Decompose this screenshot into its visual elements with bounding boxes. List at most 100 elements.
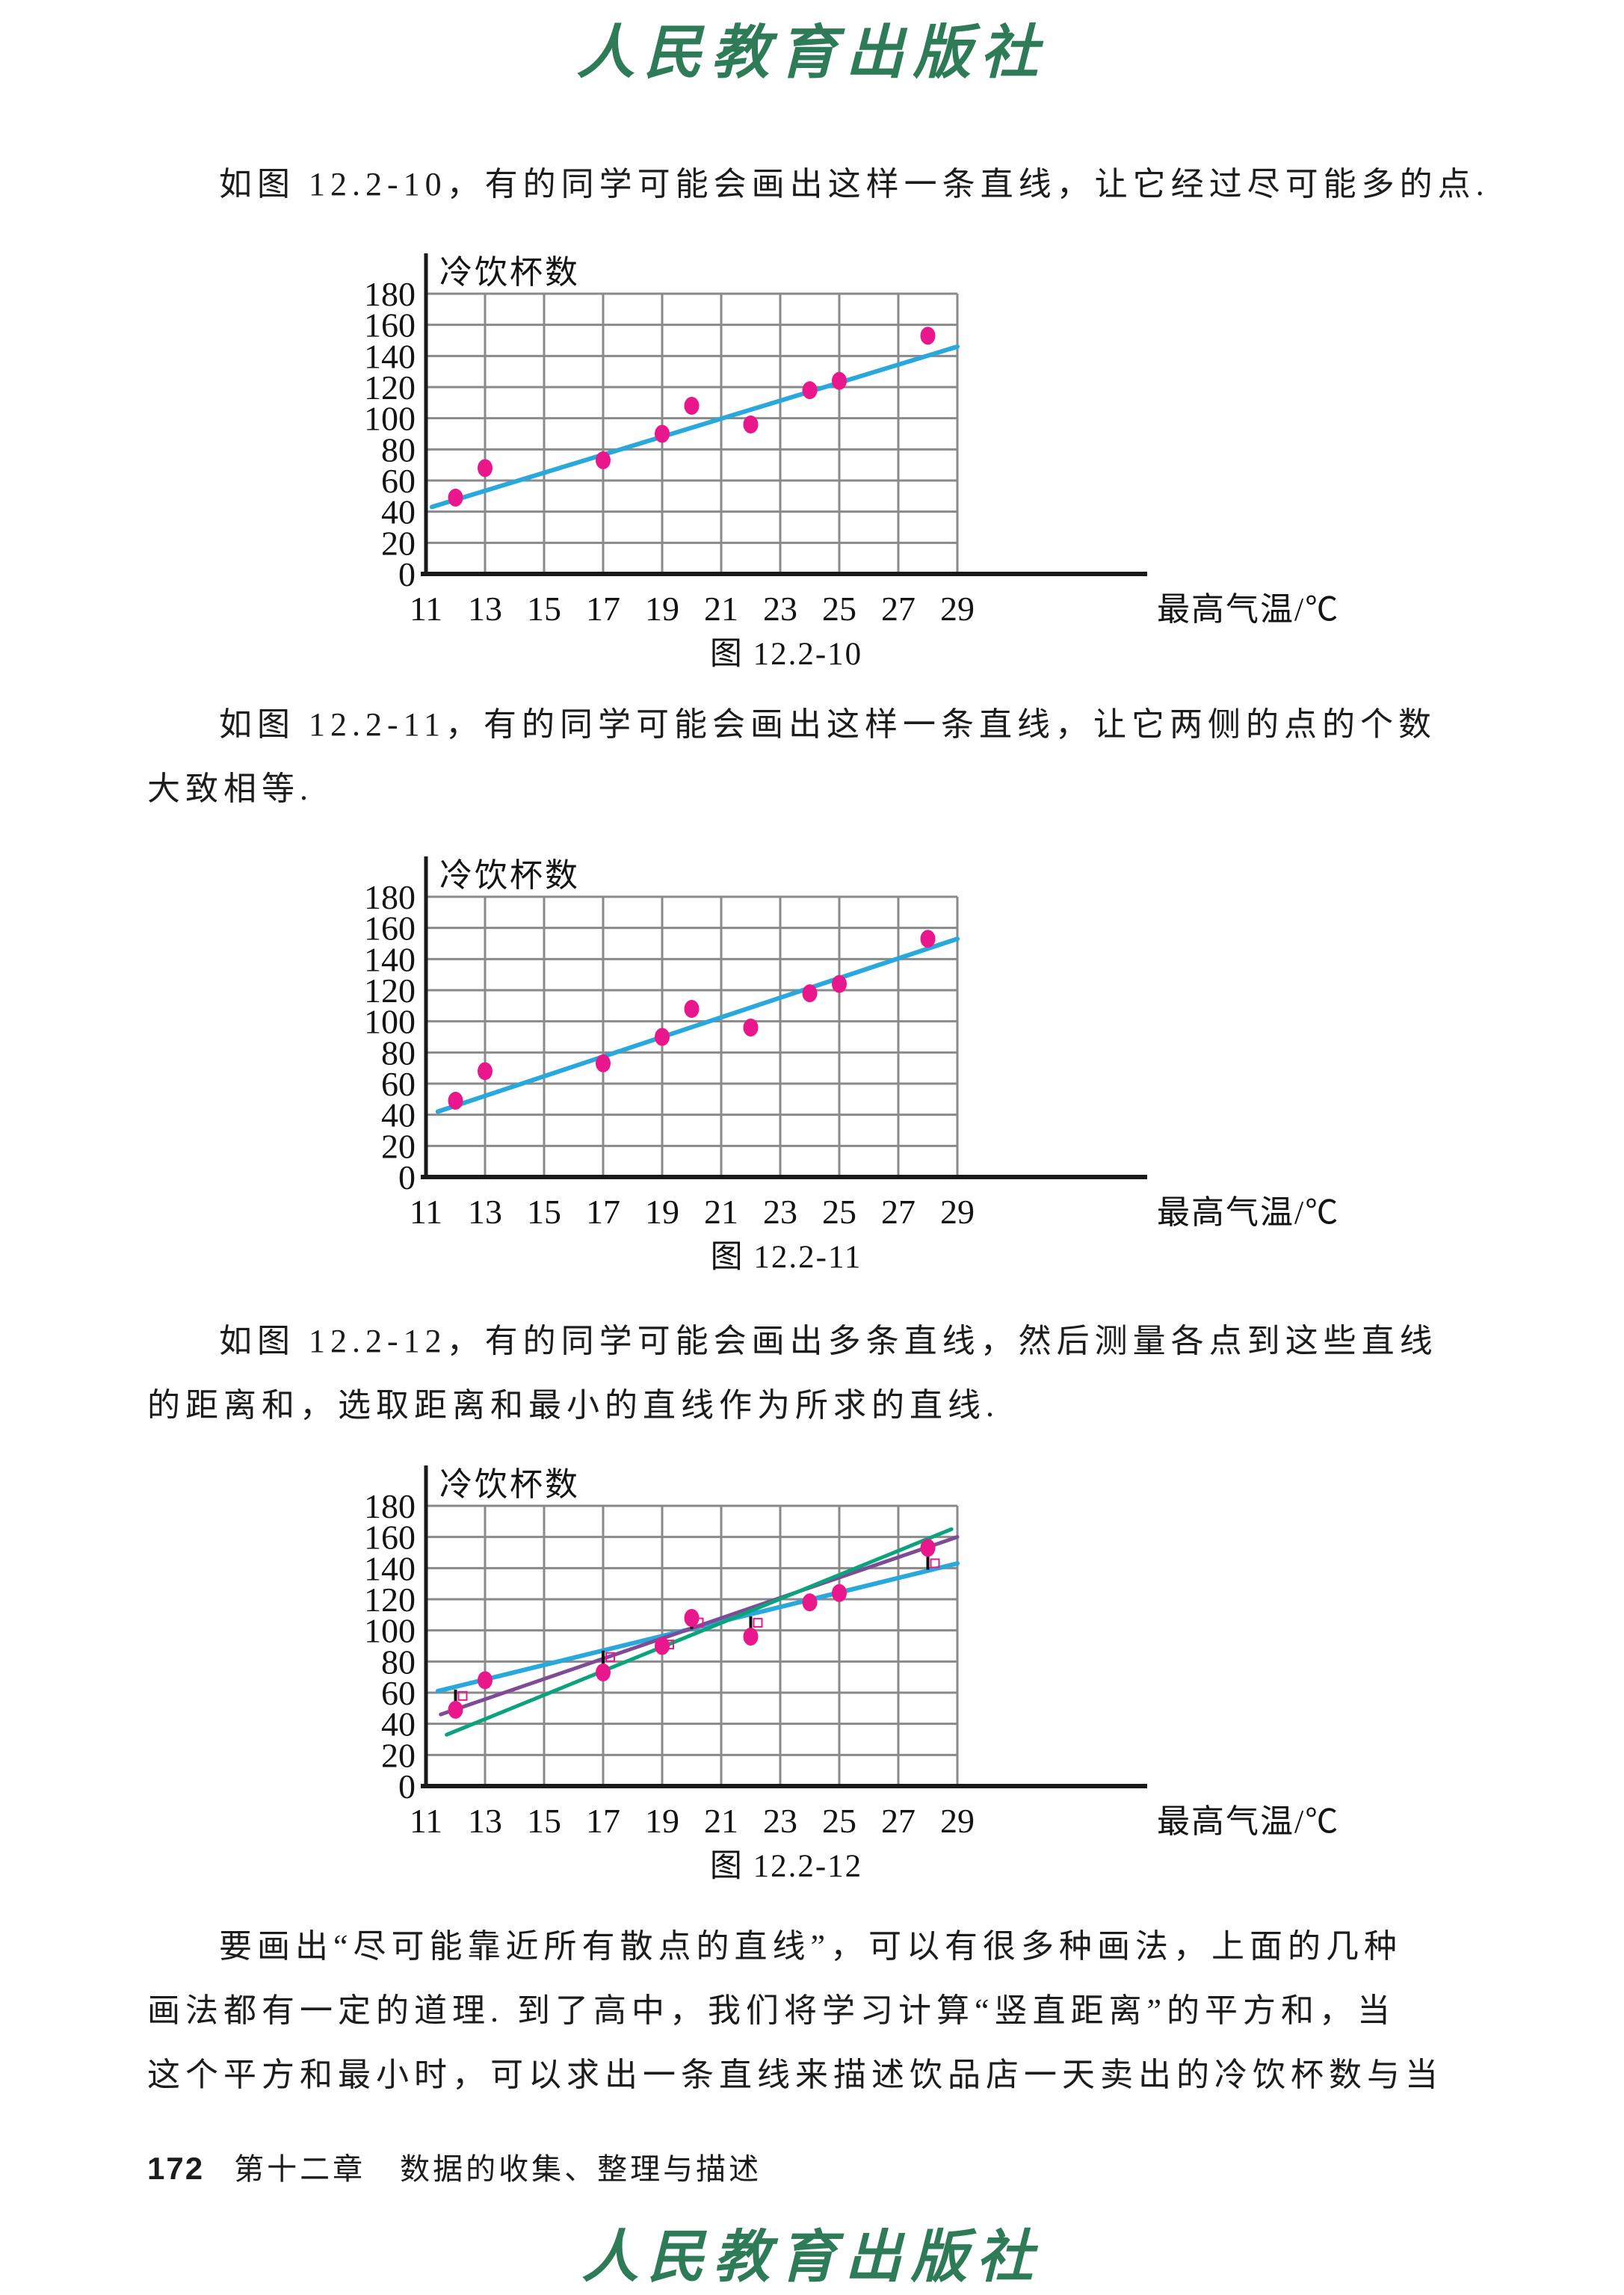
x-tick-label: 19	[645, 1193, 679, 1231]
x-tick-label: 15	[527, 590, 561, 628]
y-tick-label: 20	[381, 1127, 416, 1165]
scatter-point	[655, 424, 670, 443]
paragraph-line: 如图 12.2-12，有的同学可能会画出多条直线，然后测量各点到这些直线	[219, 1323, 1438, 1359]
x-tick-label: 27	[881, 1802, 916, 1840]
x-tick-label: 27	[881, 1193, 916, 1231]
candidate-line-purple	[439, 1535, 960, 1717]
y-tick-label: 100	[364, 400, 416, 438]
y-tick-label: 20	[381, 524, 416, 562]
x-tick-label: 19	[645, 1802, 679, 1840]
scatter-point	[478, 459, 493, 478]
y-tick-label: 180	[364, 1487, 416, 1525]
y-tick-label: 140	[364, 337, 416, 375]
scatter-point	[920, 327, 936, 345]
scatter-point	[743, 416, 759, 433]
x-tick-label: 23	[763, 1193, 797, 1231]
y-tick-label: 160	[364, 909, 416, 948]
y-tick-label: 180	[364, 275, 416, 313]
paragraph-line: 如图 12.2-11，有的同学可能会画出这样一条直线，让它两侧的点的个数	[219, 706, 1437, 743]
y-tick-label: 40	[381, 493, 416, 531]
right-angle-mark	[930, 1558, 940, 1569]
page-number: 172	[147, 2151, 205, 2186]
y-tick-label: 0	[398, 1767, 416, 1806]
x-tick-label: 13	[468, 1802, 502, 1840]
paragraph-fig-12-2-12: 如图 12.2-12，有的同学可能会画出多条直线，然后测量各点到这些直线 的距离…	[147, 1309, 1451, 1438]
scatter-point	[832, 1584, 847, 1602]
x-tick-label: 15	[527, 1193, 561, 1231]
x-tick-label: 25	[822, 1193, 856, 1231]
scatter-point	[596, 1663, 611, 1681]
y-axis-title: 冷饮杯数	[439, 1466, 580, 1503]
y-tick-label: 100	[364, 1003, 416, 1041]
x-tick-label: 19	[645, 590, 679, 628]
footer-chapter-title: 数据的收集、整理与描述	[400, 2152, 762, 2186]
y-tick-label: 0	[398, 555, 416, 593]
y-tick-label: 0	[398, 1158, 416, 1196]
y-tick-label: 160	[364, 1519, 416, 1557]
figure-caption: 图 12.2-10	[710, 637, 862, 672]
x-tick-label: 13	[468, 1193, 502, 1231]
y-tick-label: 40	[381, 1096, 416, 1134]
paragraph-fig-12-2-11: 如图 12.2-11，有的同学可能会画出这样一条直线，让它两侧的点的个数 大致相…	[147, 693, 1451, 821]
x-tick-label: 11	[410, 1193, 442, 1231]
scatter-point	[655, 1637, 670, 1655]
scatter-point	[743, 1628, 759, 1646]
paragraph-line: 如图 12.2-10，有的同学可能会画出这样一条直线，让它经过尽可能多的点.	[219, 166, 1489, 203]
right-angle-mark	[457, 1690, 468, 1701]
scatter-point	[478, 1671, 493, 1690]
scatter-point	[832, 974, 847, 993]
y-tick-label: 80	[381, 1034, 416, 1072]
page-footer: 172 第十二章 数据的收集、整理与描述	[147, 2146, 762, 2191]
scatter-point	[448, 1700, 463, 1719]
y-tick-label: 80	[381, 1643, 416, 1681]
footer-chapter: 第十二章	[234, 2152, 366, 2186]
scatter-point	[684, 1609, 700, 1627]
y-tick-label: 120	[364, 972, 416, 1010]
scatter-point	[655, 1028, 670, 1046]
x-tick-label: 11	[410, 590, 442, 628]
paragraph-fig-12-2-10: 如图 12.2-10，有的同学可能会画出这样一条直线，让它经过尽可能多的点.	[147, 152, 1489, 217]
y-tick-label: 80	[381, 430, 416, 469]
fit-line-through-most-points	[429, 344, 960, 510]
x-tick-label: 17	[586, 1193, 620, 1231]
scatter-point	[920, 1539, 936, 1557]
y-axis-title: 冷饮杯数	[439, 254, 580, 291]
scatter-point	[596, 451, 611, 469]
y-tick-label: 60	[381, 1065, 416, 1103]
scatter-point	[802, 1593, 818, 1612]
x-tick-label: 29	[940, 590, 975, 628]
publisher-logo-header: 人民教育出版社	[576, 20, 1048, 85]
x-axis-title: 最高气温/℃	[1157, 1194, 1339, 1231]
x-tick-label: 15	[527, 1802, 561, 1840]
x-tick-label: 11	[410, 1802, 442, 1840]
paragraph-line: 画法都有一定的道理. 到了高中，我们将学习计算“竖直距离”的平方和，当	[147, 1992, 1396, 2029]
y-tick-label: 120	[364, 1581, 416, 1619]
paragraph-line: 的距离和，选取距离和最小的直线作为所求的直线.	[147, 1387, 999, 1424]
x-tick-label: 27	[881, 590, 916, 628]
scatter-point	[802, 984, 818, 1003]
scatter-point	[684, 1000, 700, 1018]
y-tick-label: 140	[364, 1549, 416, 1587]
right-angle-mark	[753, 1617, 763, 1628]
y-axis-title: 冷饮杯数	[439, 857, 580, 894]
x-tick-label: 29	[940, 1802, 975, 1840]
scatter-point	[684, 397, 700, 415]
y-tick-label: 60	[381, 1674, 416, 1712]
y-tick-label: 140	[364, 940, 416, 978]
fit-line-equal-sides	[435, 936, 960, 1114]
x-tick-label: 23	[763, 1802, 797, 1840]
publisher-logo-footer: 人民教育出版社	[581, 2226, 1043, 2289]
y-tick-label: 60	[381, 462, 416, 500]
x-tick-label: 21	[704, 1802, 738, 1840]
x-tick-label: 23	[763, 590, 797, 628]
y-tick-label: 180	[364, 878, 416, 916]
scatter-point	[478, 1062, 493, 1081]
right-angle-mark	[605, 1652, 615, 1662]
scatter-point	[920, 930, 936, 948]
y-tick-label: 40	[381, 1705, 416, 1743]
scatter-point	[448, 488, 463, 507]
y-tick-label: 100	[364, 1612, 416, 1650]
